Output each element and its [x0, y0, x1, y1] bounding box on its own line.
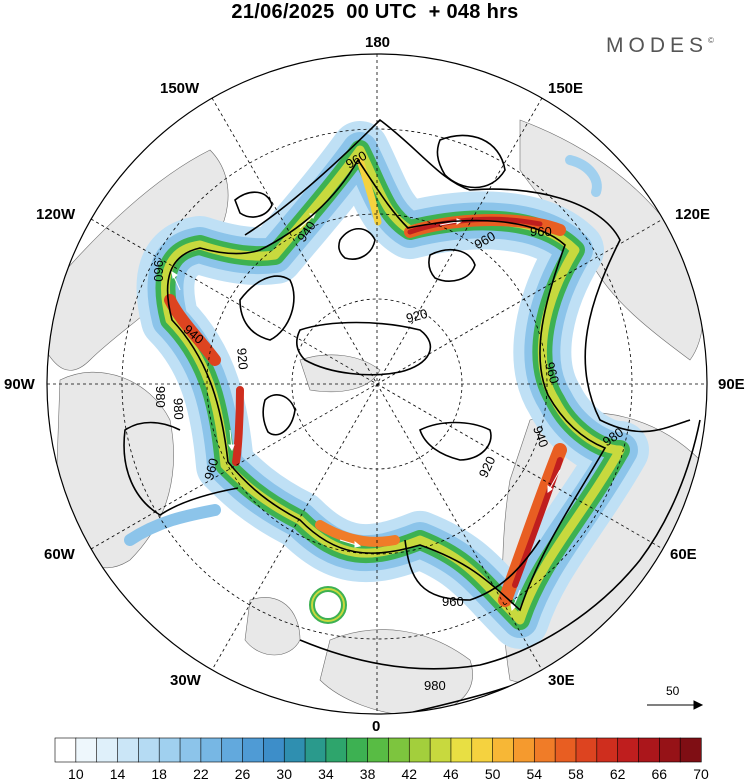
lon-label-30e: 30E — [548, 672, 575, 689]
colorbar-swatch — [367, 737, 390, 763]
colorbar-swatch — [200, 737, 223, 763]
colorbar-swatch — [513, 737, 535, 763]
copyright-mark: © — [708, 36, 714, 45]
contour-label: 980 — [153, 386, 168, 408]
colorbar-tick-label: 34 — [318, 766, 334, 782]
colorbar-tick-label: 18 — [151, 766, 167, 782]
vector-scale-label: 50 — [666, 684, 680, 698]
graticule — [47, 54, 707, 714]
colorbar-tick-label: 46 — [443, 766, 459, 782]
colorbar-swatch — [138, 737, 160, 763]
colorbar-swatch — [471, 737, 494, 763]
colorbar-tick-label: 50 — [484, 766, 501, 782]
lon-label-120e: 120E — [675, 206, 711, 223]
colorbar-swatch — [575, 737, 598, 763]
colorbar-swatch — [221, 737, 244, 763]
wind-shading — [124, 121, 649, 649]
contour-label: 960 — [442, 594, 464, 609]
contour-label: 960 — [530, 224, 552, 239]
colorbar-tick-label: 62 — [609, 766, 626, 782]
colorbar-swatch — [75, 737, 98, 763]
lon-label-120w: 120W — [36, 206, 76, 223]
lon-label-180: 180 — [365, 34, 391, 51]
colorbar-tick-label: 30 — [276, 766, 292, 782]
map-border — [46, 53, 708, 715]
colorbar-swatch — [492, 737, 515, 763]
colorbar-swatch — [679, 737, 702, 763]
colorbar-tick-label: 14 — [109, 766, 126, 782]
lon-label-30w: 30W — [170, 672, 201, 689]
lon-label-150w: 150W — [160, 80, 200, 97]
contour-label: 940 — [530, 424, 552, 450]
lon-label-0: 0 — [372, 718, 381, 735]
colorbar-swatch — [96, 737, 119, 763]
colorbar-swatch — [388, 737, 410, 763]
colorbar — [54, 737, 702, 763]
contour-label: 980 — [424, 678, 446, 693]
colorbar-swatch — [638, 737, 660, 763]
lon-label-60w: 60W — [44, 546, 75, 563]
colorbar-swatch — [346, 737, 369, 763]
map-title: 21/06/2025 00 UTC + 048 hrs — [231, 1, 519, 23]
colorbar-tick-label: 42 — [401, 766, 418, 782]
colorbar-swatch — [179, 737, 202, 763]
contour-label: 960 — [542, 360, 562, 385]
colorbar-swatch — [117, 737, 139, 763]
contour-label: 960 — [151, 260, 166, 282]
colorbar-tick-label: 54 — [526, 766, 543, 782]
colorbar-tick-label: 38 — [359, 766, 376, 782]
brand-name: MODES — [606, 34, 709, 57]
colorbar-swatch — [158, 737, 181, 763]
colorbar-tick-label: 58 — [568, 766, 584, 782]
colorbar-swatch — [659, 737, 681, 763]
colorbar-swatch — [408, 737, 431, 763]
lon-label-90w: 90W — [4, 376, 35, 393]
colorbar-swatch — [554, 737, 577, 763]
map-disk: 960 940 960 940 960 960 920 920 960 980 … — [47, 54, 707, 714]
colorbar-swatch — [429, 737, 452, 763]
contour-label: 960 — [201, 457, 221, 482]
colorbar-swatch — [304, 737, 327, 763]
colorbar-tick-label: 22 — [193, 766, 209, 782]
colorbar-swatch — [242, 737, 264, 763]
colorbar-tick-label: 26 — [234, 766, 251, 782]
contour-label: 980 — [171, 398, 187, 420]
lon-label-90e: 90E — [718, 376, 745, 393]
colorbar-swatch — [54, 737, 77, 763]
colorbar-swatch — [617, 737, 640, 763]
contour-label: 920 — [234, 347, 251, 370]
colorbar-tick-label: 10 — [68, 766, 84, 782]
colorbar-swatch — [325, 737, 348, 763]
colorbar-swatch — [283, 737, 306, 763]
lon-label-60e: 60E — [670, 546, 697, 563]
colorbar-swatch — [533, 737, 556, 763]
colorbar-swatch — [596, 737, 619, 763]
lon-label-150e: 150E — [548, 80, 584, 97]
contour-label: 920 — [404, 306, 429, 326]
brand-logo: MODES© — [606, 34, 714, 58]
colorbar-tick-label: 66 — [651, 766, 668, 782]
vector-scale-arrow — [647, 700, 704, 710]
colorbar-swatch — [263, 737, 285, 763]
colorbar-swatch — [450, 737, 473, 763]
colorbar-tick-label: 70 — [693, 766, 709, 782]
